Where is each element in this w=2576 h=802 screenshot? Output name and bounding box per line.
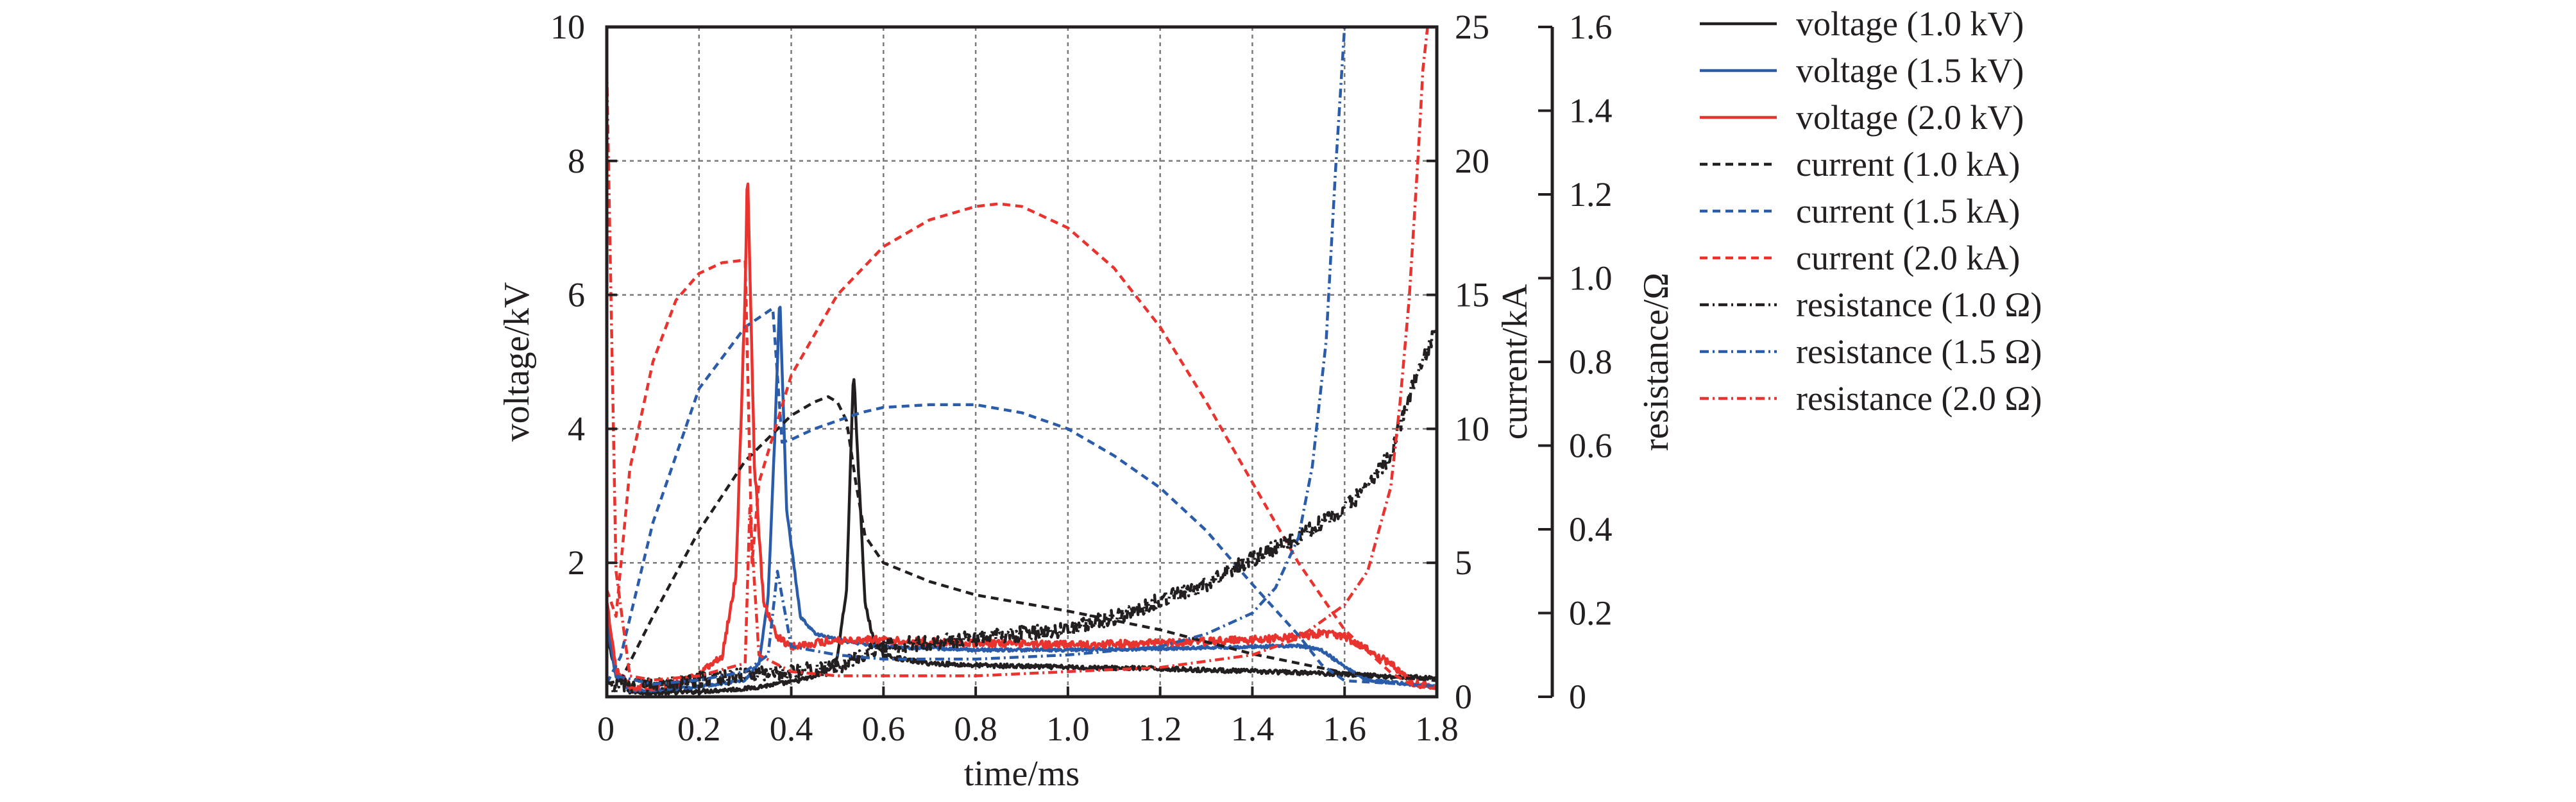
series-line [607,202,1437,690]
legend-label: voltage (1.5 kV) [1796,51,2024,90]
voltage-tick-label: 6 [568,276,585,314]
legend-label: voltage (1.0 kV) [1796,4,2024,43]
resistance-tick-label: 1.0 [1569,259,1613,298]
voltage-tick-label: 10 [550,8,585,46]
axes: 0 0.2 0.4 0.6 0.8 1.0 1.2 1.4 1.6 1.8 2 4 6 8 10 0 5 10 15… [550,8,1613,748]
x-tick-label: 1.0 [1046,710,1090,748]
x-tick-label: 1.2 [1139,710,1182,748]
x-tick-label: 0.6 [862,710,906,748]
legend-label: resistance (2.0 Ω) [1796,379,2042,418]
legend-label: current (2.0 kA) [1796,239,2020,277]
legend-label: voltage (2.0 kV) [1796,98,2024,137]
x-tick-label: 0 [597,710,614,748]
x-axis-title: time/ms [964,754,1080,794]
current-tick-label: 10 [1455,409,1489,448]
current-tick-label: 0 [1455,678,1472,716]
plot-background [607,27,1437,697]
x-tick-label: 0.4 [770,710,813,748]
grid [607,26,1437,697]
series-layer [607,27,1437,696]
series-line [607,27,1429,682]
resistance-tick-label: 1.2 [1569,175,1613,214]
x-tick-label: 0.2 [677,710,721,748]
resistance-tick-label: 1.4 [1569,92,1613,130]
voltage-axis-title: voltage/kV [497,282,537,442]
current-tick-label: 15 [1455,276,1489,314]
x-tick-label: 1.4 [1231,710,1275,748]
current-tick-label: 5 [1455,543,1472,582]
current-tick-label: 25 [1455,8,1489,46]
series-line [607,307,1437,688]
series-line [607,327,1437,695]
x-tick-label: 1.6 [1323,710,1366,748]
legend: voltage (1.0 kV) voltage (1.5 kV) voltage … [1700,4,2042,418]
series-line [607,305,1437,693]
voltage-tick-label: 2 [568,543,585,582]
resistance-axis-title: resistance/Ω [1636,273,1676,451]
resistance-tick-label: 0.4 [1569,510,1613,549]
resistance-tick-label: 1.6 [1569,8,1613,46]
series-line [607,395,1437,685]
plot-frame [605,25,1439,699]
current-tick-label: 20 [1455,142,1489,180]
resistance-tick-label: 0.8 [1569,343,1613,381]
voltage-tick-label: 4 [568,409,585,448]
resistance-tick-label: 0.6 [1569,427,1613,465]
series-line [607,378,1437,696]
legend-label: resistance (1.5 Ω) [1796,332,2042,371]
series-line [615,27,1346,686]
current-axis-title: current/kA [1495,284,1535,439]
legend-label: current (1.0 kA) [1796,145,2020,183]
legend-label: resistance (1.0 Ω) [1796,286,2042,324]
legend-label: current (1.5 kA) [1796,192,2020,230]
x-tick-label: 1.8 [1415,710,1459,748]
resistance-tick-label: 0 [1569,678,1586,716]
resistance-tick-label: 0.2 [1569,594,1613,633]
x-tick-label: 0.8 [954,710,997,748]
voltage-tick-label: 8 [568,142,585,180]
